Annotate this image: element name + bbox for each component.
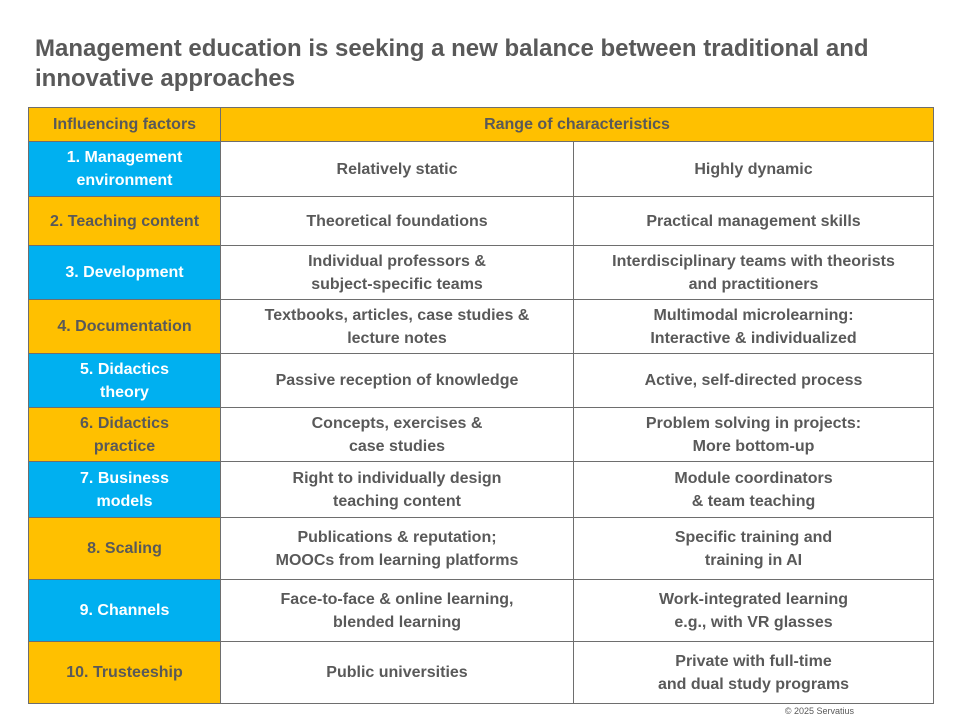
- table-row: 9. Channels Face-to-face & online learnin…: [28, 579, 935, 642]
- traditional-cell: Passive reception of knowledge: [220, 353, 574, 408]
- table-row: 7. Business models Right to individually d…: [28, 461, 935, 518]
- traditional-cell: Right to individually design teaching con…: [220, 461, 574, 518]
- table-row: 10. Trusteeship Public universities Privat…: [28, 641, 935, 704]
- table-header-row: Influencing factors Range of characteris…: [28, 107, 935, 142]
- innovative-cell: Specific training and training in AI: [572, 517, 935, 580]
- innovative-cell: Active, self-directed process: [572, 353, 935, 408]
- innovative-cell: Highly dynamic: [572, 141, 935, 197]
- factor-cell: 3. Development: [28, 245, 221, 300]
- header-influencing-factors: Influencing factors: [28, 107, 221, 142]
- table-row: 6. Didactics practice Concepts, exercises …: [28, 407, 935, 462]
- traditional-cell: Relatively static: [220, 141, 574, 197]
- table-row: 3. Development Individual professors & sub…: [28, 245, 935, 300]
- factor-cell: 2. Teaching content: [28, 196, 221, 246]
- traditional-cell: Theoretical foundations: [220, 196, 574, 246]
- factor-cell: 1. Management environment: [28, 141, 221, 197]
- traditional-cell: Concepts, exercises & case studies: [220, 407, 574, 462]
- traditional-cell: Publications & reputation; MOOCs from lea…: [220, 517, 574, 580]
- factor-cell: 9. Channels: [28, 579, 221, 642]
- table-row: 4. Documentation Textbooks, articles, cas…: [28, 299, 935, 354]
- factor-cell: 4. Documentation: [28, 299, 221, 354]
- factor-cell: 7. Business models: [28, 461, 221, 518]
- innovative-cell: Multimodal microlearning: Interactive & i…: [572, 299, 935, 354]
- innovative-cell: Interdisciplinary teams with theorists an…: [572, 245, 935, 300]
- factor-cell: 6. Didactics practice: [28, 407, 221, 462]
- factor-cell: 10. Trusteeship: [28, 641, 221, 704]
- traditional-cell: Face-to-face & online learning, blended l…: [220, 579, 574, 642]
- traditional-cell: Textbooks, articles, case studies & lectu…: [220, 299, 574, 354]
- table-row: 5. Didactics theory Passive reception of k…: [28, 353, 935, 408]
- page-title: Management education is seeking a new ba…: [35, 35, 869, 92]
- table-row: 1. Management environment Relatively stati…: [28, 141, 935, 197]
- factors-table: Influencing factors Range of characteris…: [28, 107, 935, 704]
- traditional-cell: Public universities: [220, 641, 574, 704]
- traditional-cell: Individual professors & subject-specific …: [220, 245, 574, 300]
- table-row: 2. Teaching content Theoretical foundatio…: [28, 196, 935, 246]
- factor-cell: 5. Didactics theory: [28, 353, 221, 408]
- factor-cell: 8. Scaling: [28, 517, 221, 580]
- header-range-of-characteristics: Range of characteristics: [219, 107, 935, 142]
- table-row: 8. Scaling Publications & reputation; MOOC…: [28, 517, 935, 580]
- copyright-footer: © 2025 Servatius: [784, 706, 854, 716]
- innovative-cell: Work-integrated learning e.g., with VR gl…: [572, 579, 935, 642]
- innovative-cell: Private with full-time and dual study pro…: [572, 641, 935, 704]
- innovative-cell: Practical management skills: [572, 196, 935, 246]
- innovative-cell: Problem solving in projects: More bottom-…: [572, 407, 935, 462]
- innovative-cell: Module coordinators & team teaching: [572, 461, 935, 518]
